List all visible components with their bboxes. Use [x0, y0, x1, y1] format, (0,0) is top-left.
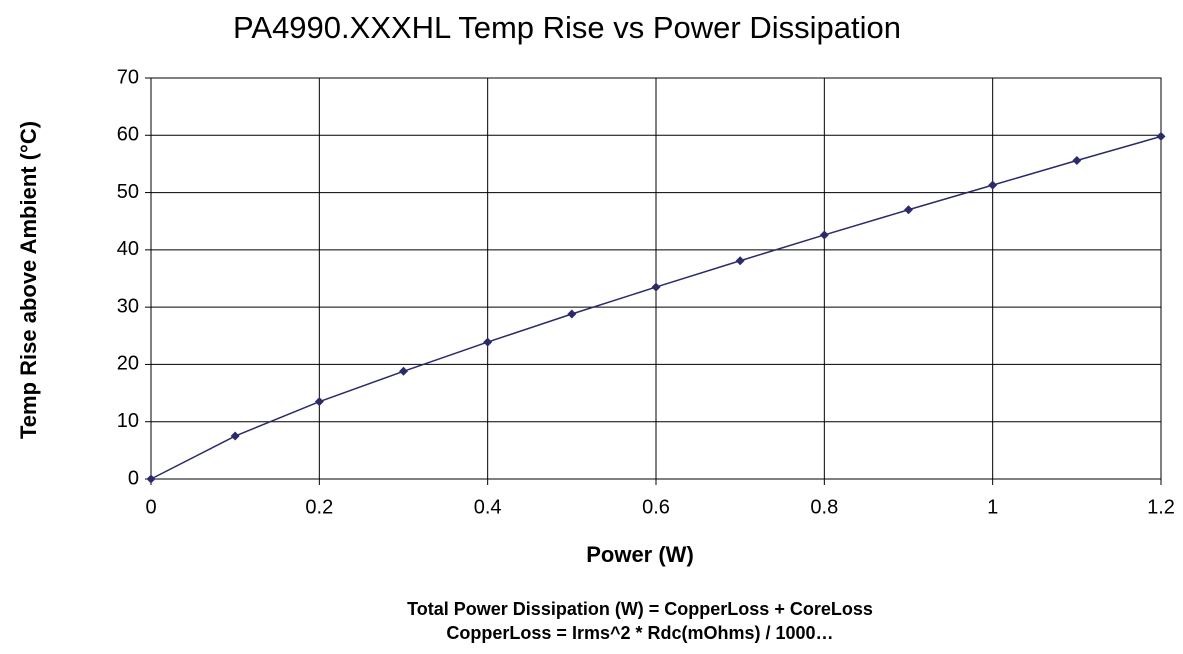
x-tick-label: 0.4 — [474, 496, 502, 518]
data-point — [819, 230, 829, 240]
y-tick-label: 0 — [128, 467, 139, 489]
y-tick-label: 70 — [117, 66, 139, 88]
y-tick-label: 20 — [117, 353, 139, 375]
y-tick-label: 10 — [117, 410, 139, 432]
x-axis-label: Power (W) — [586, 542, 694, 567]
x-tick-label: 0.8 — [810, 496, 838, 518]
data-point — [904, 205, 913, 215]
data-point — [735, 256, 745, 266]
data-point — [483, 337, 493, 347]
x-tick-label: 1 — [987, 496, 998, 518]
y-axis-label: Temp Rise above Ambient (°C) — [16, 121, 41, 439]
x-tick-label: 1.2 — [1147, 496, 1175, 518]
y-tick-label: 30 — [117, 295, 139, 317]
annotation: CopperLoss = Irms^2 * Rdc(mOhms) / 1000… — [446, 623, 833, 643]
y-tick-label: 50 — [117, 181, 139, 203]
data-point — [567, 309, 577, 319]
x-tick-label: 0 — [145, 496, 156, 518]
data-point — [399, 366, 408, 376]
data-point — [314, 397, 324, 407]
data-point — [146, 474, 156, 484]
data-point — [1072, 155, 1082, 165]
data-point — [1156, 131, 1166, 141]
data-point — [988, 180, 998, 190]
y-tick-label: 40 — [117, 238, 139, 260]
x-tick-label: 0.6 — [642, 496, 670, 518]
data-point — [651, 282, 661, 292]
data-point — [230, 431, 240, 441]
chart-title: PA4990.XXXHL Temp Rise vs Power Dissipat… — [233, 10, 901, 45]
x-tick-label: 0.2 — [305, 496, 333, 518]
y-tick-label: 60 — [117, 124, 139, 146]
annotation: Total Power Dissipation (W) = CopperLoss… — [407, 599, 873, 619]
